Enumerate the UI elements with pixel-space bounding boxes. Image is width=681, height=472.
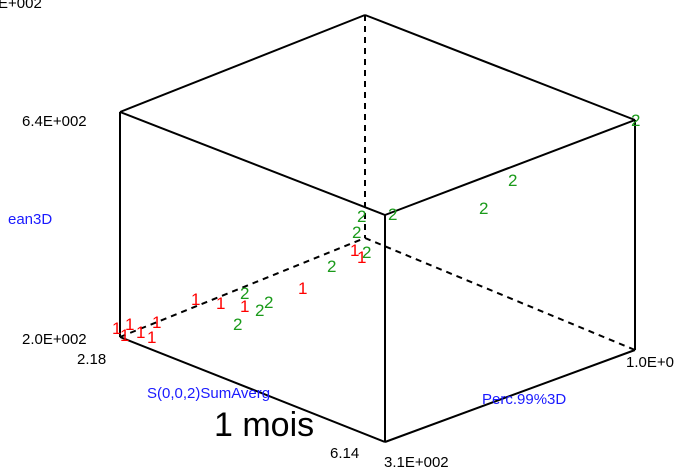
axis-label-z: ean3D <box>8 211 52 228</box>
tick-label-x-max: 6.14 <box>330 445 359 462</box>
data-point: 1 <box>240 297 249 316</box>
box-frame <box>119 14 636 443</box>
axis-label-y: Perc.99%3D <box>482 391 566 408</box>
tick-label-y-min: 3.1E+002 <box>384 454 449 471</box>
data-point: 2 <box>264 293 273 312</box>
tick-label-z-min: 2.0E+002 <box>22 331 87 348</box>
data-point: 1 <box>125 315 134 334</box>
data-point: 2 <box>631 111 640 130</box>
box-edge <box>384 349 636 443</box>
axis-label-x: S(0,0,2)SumAverg <box>147 385 270 402</box>
data-point: 2 <box>508 171 517 190</box>
data-point: 1 <box>136 323 145 342</box>
data-point: 2 <box>352 223 361 242</box>
data-point: 2 <box>255 301 264 320</box>
caption: 1 mois <box>214 406 315 444</box>
data-point: 2 <box>479 199 488 218</box>
tick-label-y-max: 1.0E+0 <box>626 354 674 371</box>
data-point: 2 <box>357 207 366 226</box>
data-point: 1 <box>216 294 225 313</box>
box-edge <box>364 14 636 121</box>
data-point: 2 <box>233 315 242 334</box>
tick-label-z-top-cut: E+002 <box>0 0 42 12</box>
data-point: 1 <box>298 279 307 298</box>
box-edge <box>119 336 386 443</box>
data-point: 1 <box>147 328 156 347</box>
tick-label-x-min: 2.18 <box>77 351 106 368</box>
data-point: 1 <box>112 319 121 338</box>
box-hidden-edges <box>119 15 636 351</box>
box-edge <box>119 14 366 113</box>
data-point: 1 <box>152 313 161 332</box>
box-edge <box>384 119 636 216</box>
box-edge <box>119 111 386 216</box>
hidden-edge <box>364 237 636 351</box>
hidden-edge <box>119 237 366 338</box>
data-point: 1 <box>350 241 359 260</box>
data-point: 2 <box>327 257 336 276</box>
data-point: 1 <box>357 248 366 267</box>
data-point: 2 <box>362 243 371 262</box>
data-point: 1 <box>191 290 200 309</box>
data-point: 1 <box>120 326 129 345</box>
data-point: 2 <box>240 284 249 303</box>
tick-label-z-max: 6.4E+002 <box>22 113 87 130</box>
data-point: 2 <box>388 205 397 224</box>
